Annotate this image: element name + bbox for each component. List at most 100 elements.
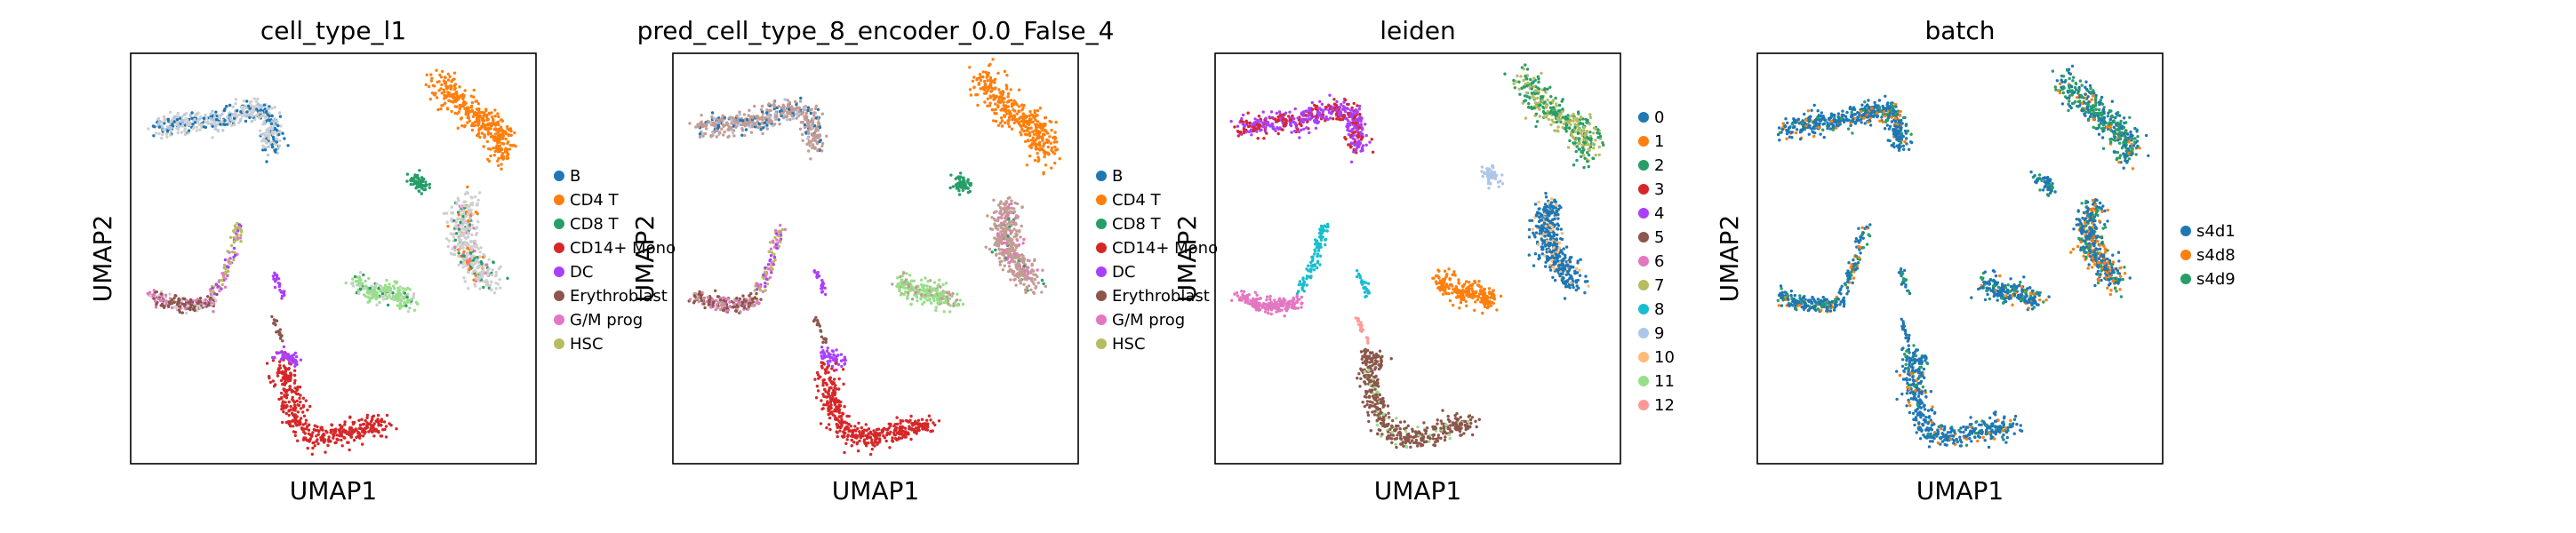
scatter-point bbox=[951, 185, 956, 188]
scatter-point bbox=[1052, 152, 1057, 155]
scatter-point bbox=[286, 377, 291, 380]
scatter-point bbox=[920, 278, 924, 282]
scatter-point bbox=[829, 406, 833, 410]
scatter-point bbox=[444, 101, 447, 105]
scatter-point bbox=[869, 432, 873, 435]
scatter-point bbox=[224, 273, 228, 276]
scatter-point bbox=[176, 120, 180, 124]
scatter-point bbox=[909, 302, 913, 306]
scatter-point bbox=[982, 91, 987, 95]
scatter-point bbox=[189, 303, 194, 307]
scatter-point bbox=[389, 424, 393, 427]
scatter-point bbox=[1058, 156, 1061, 161]
scatter-point bbox=[1010, 202, 1013, 206]
scatter-point bbox=[195, 125, 199, 129]
scatter-point bbox=[952, 304, 956, 307]
scatter-point bbox=[156, 117, 160, 121]
scatter-point bbox=[286, 420, 291, 424]
scatter-point bbox=[837, 387, 841, 391]
scatter-point bbox=[500, 141, 504, 146]
scatter-point bbox=[265, 130, 269, 133]
scatter-point bbox=[152, 293, 156, 297]
scatter-point bbox=[169, 110, 172, 114]
scatter-point bbox=[818, 133, 822, 137]
scatter-point bbox=[218, 114, 221, 118]
scatter-point bbox=[163, 122, 166, 125]
scatter-point bbox=[451, 92, 454, 97]
scatter-point bbox=[381, 428, 385, 432]
scatter-point bbox=[176, 131, 180, 135]
scatter-point bbox=[874, 436, 877, 440]
scatter-point bbox=[180, 118, 185, 123]
scatter-point bbox=[777, 235, 780, 238]
scatter-point bbox=[1012, 102, 1016, 107]
scatter-point bbox=[1013, 223, 1017, 227]
scatter-point bbox=[461, 234, 466, 237]
scatter-point bbox=[439, 76, 444, 79]
scatter-point bbox=[1016, 267, 1020, 271]
scatter-point bbox=[257, 106, 261, 110]
scatter-point bbox=[790, 114, 794, 118]
scatter-point bbox=[813, 146, 817, 149]
scatter-point bbox=[188, 121, 192, 124]
scatter-point bbox=[828, 397, 833, 402]
scatter-point bbox=[1053, 145, 1057, 149]
scatter-point bbox=[794, 107, 797, 111]
scatter-point bbox=[744, 128, 748, 131]
scatter-point bbox=[984, 245, 988, 249]
scatter-point bbox=[753, 123, 756, 126]
scatter-point bbox=[814, 315, 818, 320]
scatter-point bbox=[422, 187, 426, 192]
scatter-point bbox=[497, 115, 500, 118]
scatter-point bbox=[469, 244, 474, 249]
scatter-point bbox=[954, 183, 958, 187]
scatter-point bbox=[159, 304, 163, 307]
scatter-point bbox=[198, 128, 202, 131]
scatter-point bbox=[436, 107, 440, 112]
scatter-point bbox=[838, 404, 843, 408]
scatter-point bbox=[787, 112, 790, 115]
scatter-point bbox=[234, 98, 238, 101]
scatter-point bbox=[757, 287, 762, 290]
scatter-point bbox=[1308, 131, 1311, 135]
scatter-point bbox=[769, 247, 773, 251]
scatter-point bbox=[214, 110, 218, 114]
scatter-point bbox=[843, 405, 846, 409]
scatter-point bbox=[399, 298, 404, 303]
scatter-point bbox=[266, 113, 269, 116]
scatter-point bbox=[732, 305, 735, 309]
scatter-point bbox=[905, 419, 909, 423]
scatter-point bbox=[457, 213, 460, 217]
scatter-point bbox=[760, 122, 764, 125]
scatter-point bbox=[469, 195, 473, 199]
scatter-point bbox=[165, 135, 169, 139]
scatter-point bbox=[805, 118, 809, 122]
scatter-point bbox=[759, 298, 763, 301]
scatter-point bbox=[491, 268, 494, 272]
scatter-point bbox=[1036, 159, 1040, 163]
scatter-point bbox=[266, 107, 269, 111]
scatter-point bbox=[228, 251, 231, 254]
scatter-point bbox=[268, 376, 271, 380]
scatter-point bbox=[349, 282, 354, 285]
scatter-point bbox=[806, 106, 811, 109]
scatter-point bbox=[206, 295, 210, 298]
scatter-point bbox=[513, 131, 516, 135]
scatter-point bbox=[178, 124, 181, 128]
scatter-point bbox=[898, 287, 901, 290]
scatter-point bbox=[899, 293, 903, 297]
scatter-point bbox=[456, 126, 460, 130]
scatter-point bbox=[1049, 141, 1052, 145]
scatter-point bbox=[919, 297, 923, 300]
scatter-point bbox=[1050, 128, 1053, 132]
scatter-point bbox=[831, 358, 836, 362]
scatter-point bbox=[1037, 125, 1041, 129]
scatter-point bbox=[828, 411, 832, 416]
scatter-point bbox=[1010, 199, 1013, 203]
scatter-point bbox=[316, 442, 320, 446]
scatter-point bbox=[779, 223, 782, 227]
scatter-point bbox=[482, 270, 485, 274]
scatter-point bbox=[159, 292, 164, 296]
scatter-point bbox=[812, 137, 815, 140]
